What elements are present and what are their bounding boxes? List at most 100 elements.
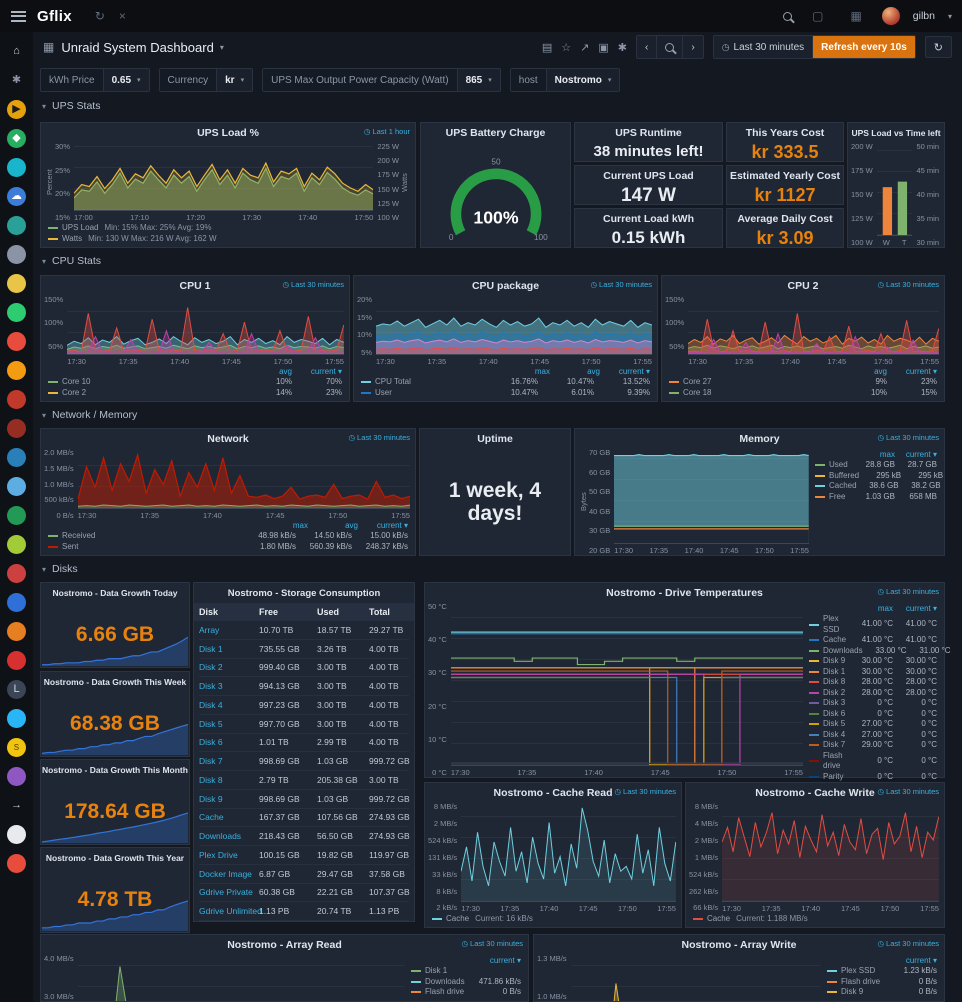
legend-item[interactable]: Flash drive 0 B/s	[827, 977, 937, 988]
disk-link[interactable]: Disk 3	[199, 681, 223, 692]
sidebar-app-icon[interactable]	[7, 593, 26, 612]
legend-item[interactable]: CPU Total 16.76% 10.47% 13.52%	[361, 377, 650, 388]
panel-title[interactable]: CPU 2	[787, 280, 819, 292]
disk-link[interactable]: Plex Drive	[199, 849, 238, 860]
legend-header[interactable]: max avg current ▾	[534, 367, 650, 376]
disk-link[interactable]: Disk 4	[199, 699, 223, 710]
refresh-icon[interactable]: ↻	[94, 9, 105, 23]
app-brand[interactable]: Gflix	[37, 7, 72, 25]
variable-chip[interactable]: kWh Price 0.65 ▾	[40, 68, 150, 92]
panel-title[interactable]: This Years Cost	[745, 127, 825, 139]
sidebar-app-icon[interactable]: L	[7, 680, 26, 699]
star-icon[interactable]: ☆	[561, 41, 572, 54]
disk-link[interactable]: Downloads	[199, 831, 242, 842]
fullscreen-icon[interactable]: ▢	[812, 9, 824, 23]
panel-title[interactable]: Nostromo - Storage Consumption	[227, 587, 381, 599]
cpu2-chart[interactable]	[688, 296, 939, 355]
disk-link[interactable]: Disk 5	[199, 718, 223, 729]
legend-header[interactable]: max avg current ▾	[292, 521, 408, 530]
legend-item[interactable]: Sent 1.80 MB/s 560.39 kB/s 248.37 kB/s	[48, 542, 408, 553]
panel-title[interactable]: Nostromo - Cache Read	[493, 787, 613, 799]
legend-item[interactable]: Cache Current: 1.188 MB/s	[693, 914, 937, 925]
row-header-ups[interactable]: ▾ UPS Stats	[42, 100, 101, 112]
panel-title[interactable]: Estimated Yearly Cost	[729, 170, 841, 182]
legend-item[interactable]: Disk 1 30.00 °C 30.00 °C	[809, 667, 937, 678]
sidebar-app-icon[interactable]	[7, 709, 26, 728]
panel-title[interactable]: Nostromo - Data Growth This Week	[43, 677, 187, 687]
sidebar-app-icon[interactable]	[7, 216, 26, 235]
panel-time-range[interactable]: ◷ Last 30 minutes	[877, 433, 940, 442]
legend-item[interactable]: Flash drive 0 B/s	[411, 987, 521, 998]
panel-time-range[interactable]: ◷ Last 30 minutes	[590, 280, 653, 289]
panel-title[interactable]: UPS Runtime	[615, 127, 682, 139]
column-header[interactable]: Total	[369, 607, 390, 617]
panel-title[interactable]: Nostromo - Data Growth This Year	[45, 853, 185, 863]
sidebar-app-icon[interactable]	[7, 332, 26, 351]
ups-bars-chart[interactable]	[876, 143, 913, 236]
disk-link[interactable]: Array	[199, 624, 220, 635]
panel-time-range[interactable]: ◷ Last 30 minutes	[877, 280, 940, 289]
row-header-disks[interactable]: ▾ Disks	[42, 563, 78, 575]
variable-chip[interactable]: host Nostromo ▾	[509, 68, 621, 92]
dashboard-title[interactable]: Unraid System Dashboard	[61, 39, 214, 55]
legend-item[interactable]: Core 27 9% 23%	[669, 377, 937, 388]
legend-item[interactable]: Downloads 471.86 kB/s	[411, 977, 521, 988]
legend-header[interactable]: avg current ▾	[874, 367, 937, 376]
add-panel-icon[interactable]: ▤	[541, 41, 553, 54]
sidebar-app-icon[interactable]	[7, 622, 26, 641]
legend-header[interactable]: avg current ▾	[279, 367, 342, 376]
save-icon[interactable]: ▣	[598, 41, 609, 54]
sidebar-app-icon[interactable]	[7, 854, 26, 873]
legend-item[interactable]: User 10.47% 6.01% 9.39%	[361, 388, 650, 399]
sidebar-app-icon[interactable]: ✱	[11, 74, 22, 86]
sidebar-app-icon[interactable]: ▶	[7, 100, 26, 119]
legend-item[interactable]: Cached 38.6 GB 38.2 GB	[815, 481, 941, 492]
panel-time-range[interactable]: ◷ Last 30 minutes	[877, 787, 940, 796]
disk-link[interactable]: Docker Image	[199, 868, 252, 879]
refresh-interval-button[interactable]: Refresh every 10s	[813, 36, 915, 58]
legend-header[interactable]: max current ▾	[877, 604, 937, 613]
legend-item[interactable]: Disk 2 28.00 °C 28.00 °C	[809, 688, 937, 699]
sidebar-app-icon[interactable]	[7, 274, 26, 293]
sidebar-app-icon[interactable]	[7, 390, 26, 409]
panel-title[interactable]: CPU package	[471, 280, 540, 292]
panel-title[interactable]: Average Daily Cost	[737, 213, 833, 225]
panel-time-range[interactable]: ◷ Last 30 minutes	[461, 939, 524, 948]
panel-title[interactable]: UPS Load vs Time left	[851, 128, 941, 138]
legend-item[interactable]: Watts Min: 130 W Max: 216 W Avg: 162 W	[48, 234, 408, 245]
panel-time-range[interactable]: ◷ Last 30 minutes	[614, 787, 677, 796]
cache-read-chart[interactable]	[461, 803, 676, 902]
panel-title[interactable]: Nostromo - Drive Temperatures	[606, 587, 763, 599]
legend-item[interactable]: Disk 9 30.00 °C 30.00 °C	[809, 656, 937, 667]
menu-icon[interactable]	[11, 10, 26, 22]
legend-item[interactable]: Flash drive 0 °C 0 °C	[809, 751, 937, 772]
column-header[interactable]: Free	[259, 607, 279, 617]
time-forward-button[interactable]: ›	[683, 36, 703, 58]
sidebar-app-icon[interactable]: ☁	[7, 187, 26, 206]
settings-icon[interactable]: ✱	[617, 41, 627, 54]
legend-header[interactable]: current ▾	[905, 956, 937, 965]
disk-link[interactable]: Cache	[199, 812, 224, 823]
panel-title[interactable]: Uptime	[477, 433, 513, 445]
sidebar-app-icon[interactable]: ◆	[7, 129, 26, 148]
temperatures-chart[interactable]	[450, 603, 803, 766]
legend-item[interactable]: Downloads 33.00 °C 31.00 °C	[809, 646, 951, 657]
panel-title[interactable]: Nostromo - Cache Write	[755, 787, 875, 799]
panel-title[interactable]: Nostromo - Array Write	[681, 939, 797, 951]
legend-header[interactable]: max current ▾	[879, 450, 937, 459]
cpu-package-chart[interactable]	[376, 296, 652, 355]
apps-icon[interactable]: ▦	[850, 9, 862, 23]
disk-link[interactable]: Disk 9	[199, 793, 223, 804]
legend-item[interactable]: Cache 41.00 °C 41.00 °C	[809, 635, 937, 646]
time-back-button[interactable]: ‹	[637, 36, 658, 58]
row-header-cpu[interactable]: ▾ CPU Stats	[42, 255, 102, 267]
disk-link[interactable]: Disk 6	[199, 737, 223, 748]
legend-item[interactable]: Disk 8 28.00 °C 28.00 °C	[809, 677, 937, 688]
disk-link[interactable]: Gdrive Private	[199, 887, 253, 898]
disk-link[interactable]: Disk 1	[199, 643, 223, 654]
sidebar-app-icon[interactable]	[7, 651, 26, 670]
array-read-chart[interactable]	[77, 955, 405, 1001]
array-write-chart[interactable]	[570, 955, 821, 1001]
panel-title[interactable]: Network	[207, 433, 249, 445]
